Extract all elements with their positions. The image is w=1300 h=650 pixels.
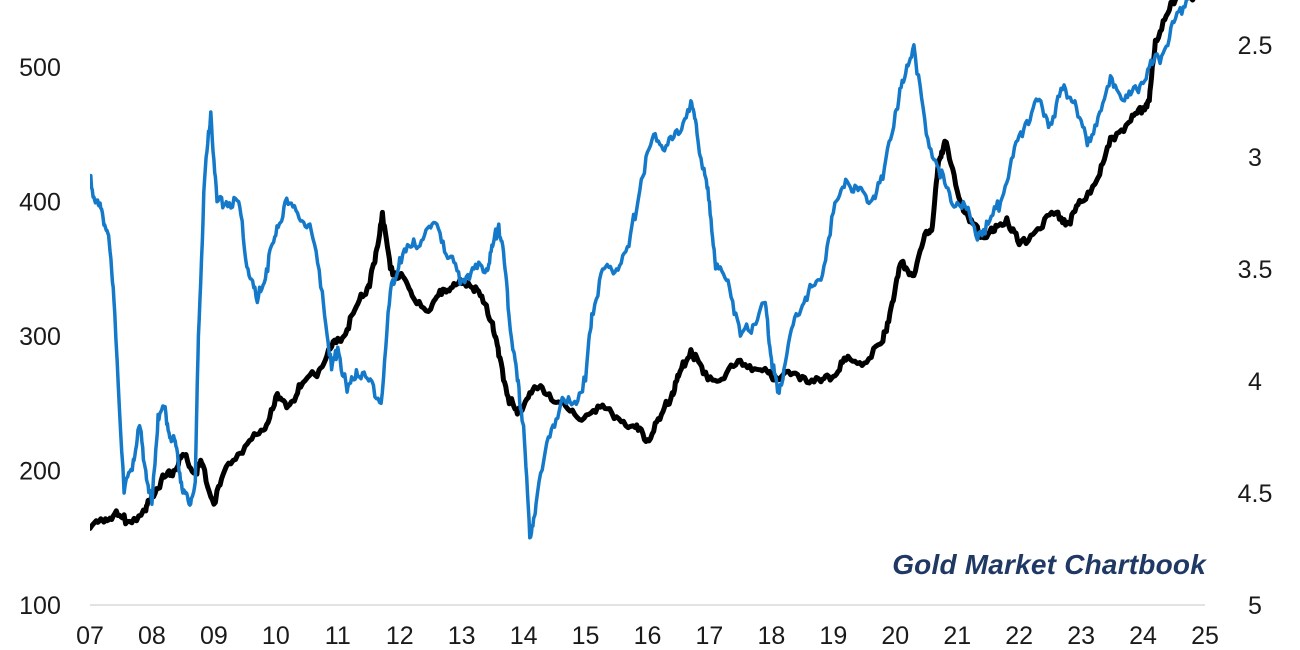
left-tick-label: 100 [19,592,61,620]
blue-series-line [90,0,1190,540]
x-tick-label: 24 [1129,622,1157,650]
x-tick-label: 09 [200,622,228,650]
x-tick-label: 22 [1005,622,1033,650]
x-tick-label: 20 [881,622,909,650]
x-tick-label: 18 [757,622,785,650]
right-tick-label: 4 [1248,368,1262,396]
x-tick-label: 07 [76,622,104,650]
x-tick-label: 16 [634,622,662,650]
right-tick-label: 3.5 [1238,256,1273,284]
x-tick-label: 14 [510,622,538,650]
right-tick-label: 2.5 [1238,32,1273,60]
x-tick-label: 15 [572,622,600,650]
right-tick-label: 3 [1248,144,1262,172]
left-tick-label: 300 [19,323,61,351]
left-tick-label: 200 [19,458,61,486]
series-layer [90,0,1196,540]
x-tick-label: 11 [325,622,351,650]
chartbook-watermark: Gold Market Chartbook [892,549,1206,580]
x-tick-label: 23 [1067,622,1095,650]
left-tick-label: 500 [19,54,61,82]
right-tick-label: 4.5 [1238,480,1273,508]
right-tick-label: 5 [1248,592,1262,620]
x-tick-label: 08 [138,622,166,650]
black-series-line [90,0,1196,531]
right-axis-ticks: 5 4.5 4 3.5 3 2.5 [1238,32,1273,620]
x-tick-label: 13 [448,622,476,650]
x-axis-ticks: 07 08 09 10 11 12 13 14 15 16 17 18 19 20 21 22 23 24 25 [76,622,1219,650]
x-tick-label: 10 [262,622,290,650]
x-tick-label: 21 [943,622,971,650]
x-tick-label: 19 [819,622,847,650]
x-tick-label: 25 [1191,622,1219,650]
left-axis-ticks: 100 200 300 400 500 [19,54,61,620]
left-tick-label: 400 [19,189,61,217]
x-tick-label: 12 [386,622,414,650]
x-tick-label: 17 [696,622,724,650]
